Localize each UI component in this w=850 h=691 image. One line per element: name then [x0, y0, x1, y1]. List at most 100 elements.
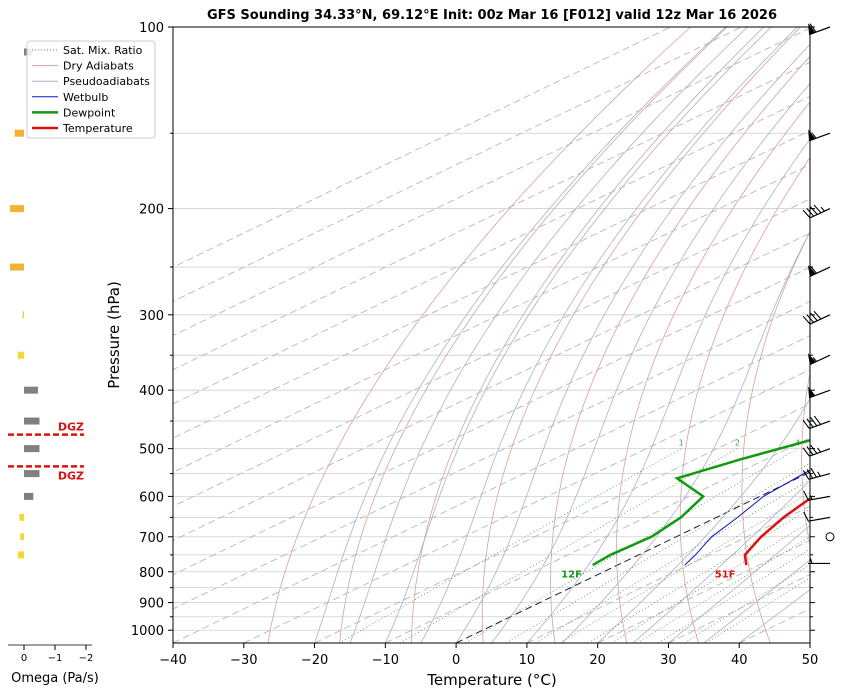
x-tick-label: 40	[731, 653, 748, 668]
wind-barb	[802, 310, 831, 325]
legend-label: Dry Adiabats	[63, 60, 134, 73]
legend-label: Pseudoadiabats	[63, 75, 150, 88]
barb-half	[812, 357, 817, 362]
barb-half	[809, 558, 813, 564]
barb-staff	[808, 516, 831, 522]
pseudoadiabat-line	[597, 397, 810, 643]
y-tick-label: 1000	[131, 624, 164, 639]
isotherm-line	[243, 369, 810, 643]
omega-bar	[20, 533, 24, 541]
isotherm-line	[597, 540, 810, 643]
y-tick-label: 900	[139, 597, 164, 612]
dry-adiabat-line	[550, 55, 810, 643]
series-dewpoint-line	[592, 439, 810, 567]
pseudoadiabat-line	[668, 525, 810, 643]
pseudoadiabat-line	[738, 589, 810, 643]
barb-full	[803, 511, 809, 522]
barb-half	[812, 133, 817, 139]
isotherm-line	[385, 437, 810, 643]
barb-full	[810, 444, 818, 454]
x-tick-label: −30	[230, 653, 257, 668]
dry-adiabat-line	[267, 27, 691, 643]
x-tick-label: −20	[301, 653, 328, 668]
wind-barb	[803, 490, 831, 501]
y-tick-label: 400	[139, 384, 164, 399]
isotherm-line	[173, 95, 810, 405]
isotherm-line	[173, 198, 810, 507]
dry-adiabat-line	[411, 27, 765, 643]
wind-barb	[825, 532, 835, 542]
omega-bar	[19, 513, 24, 521]
profile-lines	[592, 439, 810, 567]
omega-panel: 0 −1 −2 DGZ DGZ	[8, 48, 93, 664]
barb-full	[802, 470, 810, 480]
barb-half	[817, 471, 821, 477]
y-tick-label: 100	[139, 21, 164, 36]
wind-barb	[808, 558, 830, 565]
omega-bar	[24, 445, 40, 453]
mixing-ratio-label: 6	[833, 439, 838, 448]
legend-box	[26, 40, 156, 139]
pseudoadiabat-line	[526, 138, 810, 643]
barb-full	[803, 490, 809, 501]
x-tick-label: 20	[589, 653, 606, 668]
barb-flag	[807, 265, 816, 277]
wind-barb	[803, 511, 831, 522]
barb-half	[817, 447, 822, 453]
barb-full	[810, 417, 818, 427]
pseudoadiabat-line	[384, 27, 772, 643]
barb-full	[809, 312, 818, 322]
background-lines: 1246810131620243036	[173, 27, 838, 643]
dry-adiabat-line	[801, 370, 810, 547]
wind-barbs	[802, 23, 835, 565]
x-tick-label: 10	[519, 653, 536, 668]
mixing-ratio-label: 2	[735, 439, 740, 448]
mixing-ratio-line	[587, 508, 810, 643]
barb-full	[802, 209, 811, 219]
wind-barb	[802, 415, 831, 430]
mixing-ratio-line	[611, 521, 810, 643]
omega-axis-title: Omega (Pa/s)	[11, 671, 99, 686]
barb-full	[802, 447, 810, 457]
dry-adiabat-line	[339, 27, 728, 643]
isotherm-line	[173, 266, 810, 576]
omega-tick-label: −2	[79, 653, 94, 664]
barb-flag	[808, 129, 816, 142]
series-temperature-line	[743, 496, 810, 566]
barb-full	[810, 468, 817, 478]
isotherm-line	[173, 300, 810, 610]
pseudoadiabat-line	[491, 83, 810, 643]
isotherm-line	[173, 61, 810, 371]
wind-barb	[808, 129, 831, 142]
axes: 12F 51F −40 −30 −20 −10 0 10 20 30 40 50 100 200 300 40…	[131, 21, 818, 668]
wind-barb	[807, 353, 831, 366]
barb-full	[806, 208, 815, 217]
dry-adiabat-line	[679, 156, 810, 643]
legend-label: Wetbulb	[63, 91, 108, 104]
plot-frame	[172, 26, 811, 644]
omega-bar	[24, 417, 40, 425]
mixing-ratio-line	[636, 536, 810, 643]
omega-bar	[22, 311, 24, 319]
surface-label: 51F	[715, 569, 736, 580]
isotherm-line	[809, 642, 810, 643]
pseudoadiabat-line	[703, 559, 810, 643]
dgz-label: DGZ	[58, 469, 84, 482]
pseudoadiabat-line	[314, 27, 726, 643]
wind-barb	[808, 386, 831, 399]
barb-half	[820, 206, 825, 212]
barb-full	[809, 206, 818, 215]
x-tick-label: 50	[802, 653, 819, 668]
pseudoadiabat-line	[420, 27, 798, 643]
y-tick-label: 300	[139, 309, 164, 324]
legend-label: Sat. Mix. Ratio	[63, 44, 143, 57]
isotherm-line	[526, 505, 810, 643]
y-tick-label: 600	[139, 490, 164, 505]
x-tick-label: −40	[159, 653, 186, 668]
y-tick-label: 200	[139, 203, 164, 218]
mixing-ratio-line	[399, 448, 738, 643]
barb-full	[802, 315, 811, 325]
omega-tick-label: 0	[21, 653, 27, 664]
barb-full	[806, 314, 815, 323]
